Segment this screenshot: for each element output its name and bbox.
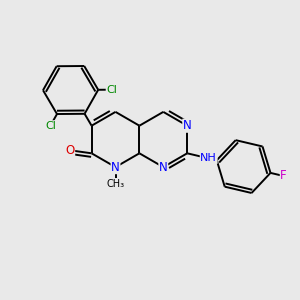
Text: F: F — [280, 169, 287, 182]
Text: NH: NH — [200, 153, 217, 164]
Text: N: N — [111, 160, 120, 174]
Text: Cl: Cl — [106, 85, 117, 95]
Text: O: O — [65, 144, 75, 157]
Text: N: N — [183, 119, 192, 132]
Text: Cl: Cl — [45, 121, 56, 131]
Text: CH₃: CH₃ — [106, 178, 124, 189]
Text: N: N — [159, 160, 168, 174]
